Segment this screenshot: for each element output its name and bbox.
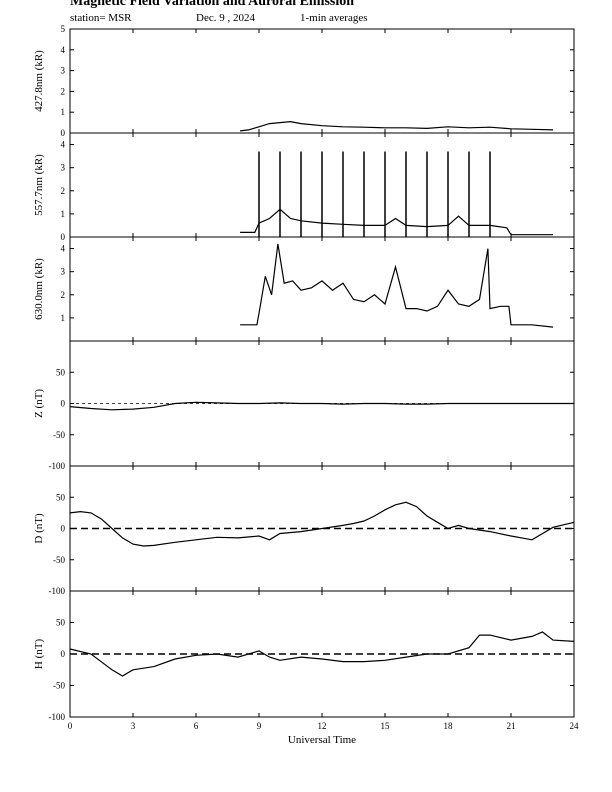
y-tick-label: 1 bbox=[61, 107, 66, 117]
y-tick-label: -50 bbox=[53, 555, 65, 565]
series-line bbox=[240, 208, 553, 236]
x-tick-label: 24 bbox=[570, 721, 580, 731]
y-axis-label: 557.7nm (kR) bbox=[33, 154, 45, 216]
y-axis-label: 630.0nm (kR) bbox=[33, 258, 45, 320]
y-tick-label: 3 bbox=[61, 163, 66, 173]
y-tick-label: 4 bbox=[61, 244, 66, 254]
y-tick-label: 1 bbox=[61, 313, 66, 323]
date-label: Dec. 9 , 2024 bbox=[196, 12, 255, 24]
panel-6: -100 -50 0 50 H (nT) bbox=[33, 590, 575, 722]
y-tick-label: 0 bbox=[61, 399, 66, 409]
y-tick-label: -50 bbox=[53, 430, 65, 440]
y-tick-label: 5 bbox=[61, 24, 66, 34]
y-axis-label: 427.8nm (kR) bbox=[33, 50, 45, 112]
y-tick-label: 2 bbox=[61, 186, 66, 196]
y-tick-label: 50 bbox=[56, 492, 66, 502]
panel-2: 0 1 2 3 4 557.7nm (kR) bbox=[33, 132, 575, 242]
panel-frame bbox=[69, 236, 575, 342]
panel-3: 1 2 3 4 630.0nm (kR) bbox=[33, 236, 575, 342]
series-line bbox=[69, 631, 575, 677]
y-tick-label: 2 bbox=[61, 290, 66, 300]
y-axis-label: D (nT) bbox=[33, 513, 45, 544]
x-axis-label: Universal Time bbox=[288, 734, 356, 746]
y-tick-label: 50 bbox=[56, 618, 66, 628]
y-axis-label: Z (nT) bbox=[33, 389, 45, 418]
y-tick-label: 2 bbox=[61, 86, 66, 96]
y-tick-label: 0 bbox=[61, 128, 66, 138]
panel-frame bbox=[69, 28, 575, 134]
y-tick-label: 0 bbox=[61, 524, 66, 534]
y-axis-label: H (nT) bbox=[33, 639, 45, 670]
series-line bbox=[69, 401, 574, 411]
y-tick-label: 0 bbox=[61, 649, 66, 659]
x-tick-label: 6 bbox=[194, 721, 199, 731]
x-tick-label: 0 bbox=[68, 721, 73, 731]
y-tick-label: -100 bbox=[49, 461, 66, 471]
y-tick-label: 1 bbox=[61, 209, 66, 219]
y-tick-label: 50 bbox=[56, 367, 66, 377]
y-tick-label: 0 bbox=[61, 232, 66, 242]
y-tick-label: 3 bbox=[61, 66, 66, 76]
station-label: station= MSR bbox=[70, 12, 132, 24]
panel-frame bbox=[69, 590, 575, 718]
y-tick-label: 4 bbox=[61, 45, 66, 55]
panel-1: 0 1 2 3 4 5 427.8nm (kR) bbox=[33, 24, 575, 138]
y-tick-label: -100 bbox=[49, 586, 66, 596]
x-tick-label: 18 bbox=[444, 721, 454, 731]
panel-4: -100 -50 0 50 Z (nT) bbox=[33, 340, 575, 471]
series-line bbox=[240, 243, 554, 328]
y-tick-label: 3 bbox=[61, 267, 66, 277]
chart-title: Magnetic Field Variation and Auroral Emi… bbox=[70, 0, 355, 9]
averaging-label: 1-min averages bbox=[300, 12, 368, 24]
series-line bbox=[69, 501, 575, 547]
y-tick-label: -100 bbox=[49, 712, 66, 722]
series-line bbox=[240, 120, 554, 132]
y-tick-label: -50 bbox=[53, 681, 65, 691]
y-tick-label: 4 bbox=[61, 140, 66, 150]
panel-5: -100 -50 0 50 D (nT) bbox=[33, 465, 575, 596]
x-tick-label: 3 bbox=[131, 721, 136, 731]
x-tick-label: 15 bbox=[381, 721, 391, 731]
x-tick-label: 9 bbox=[257, 721, 262, 731]
x-tick-label: 12 bbox=[318, 721, 327, 731]
x-tick-label: 21 bbox=[507, 721, 516, 731]
